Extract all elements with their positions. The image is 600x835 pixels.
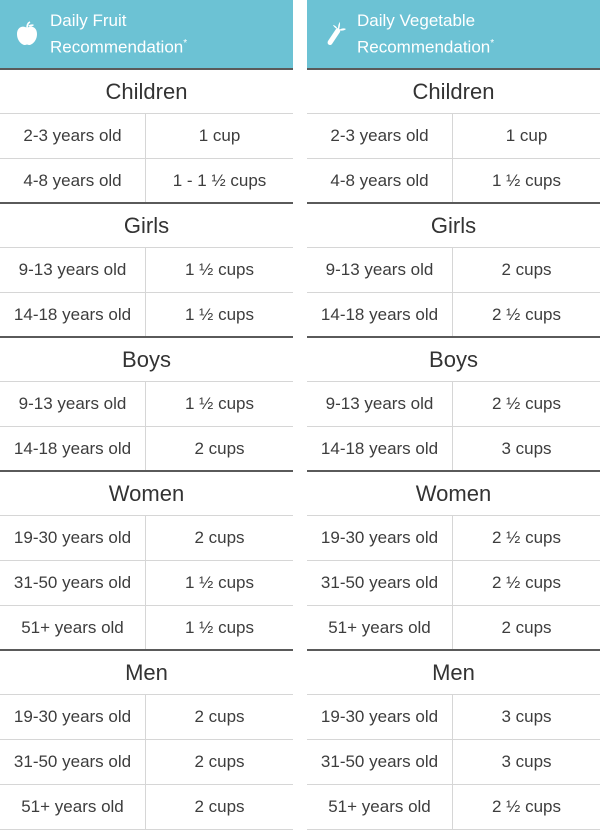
fruit-title-line2: Recommendation	[50, 37, 184, 57]
age-cell: 9-13 years old	[0, 382, 146, 426]
table-row: 2-3 years old 1 cup	[0, 114, 293, 159]
fruit-table: Children 2-3 years old 1 cup 4-8 years old 1…	[0, 70, 293, 830]
table-row: 19-30 years old 2 ½ cups	[307, 516, 600, 561]
age-cell: 14-18 years old	[0, 293, 146, 336]
age-cell: 31-50 years old	[307, 740, 453, 784]
age-cell: 19-30 years old	[0, 695, 146, 739]
age-cell: 9-13 years old	[307, 248, 453, 292]
age-cell: 14-18 years old	[307, 427, 453, 470]
table-row: 31-50 years old 2 cups	[0, 740, 293, 785]
vegetable-asterisk: *	[490, 38, 495, 50]
age-cell: 9-13 years old	[0, 248, 146, 292]
age-cell: 19-30 years old	[307, 516, 453, 560]
table-row: 4-8 years old 1 ½ cups	[307, 159, 600, 204]
fruit-title: Daily Fruit Recommendation*	[50, 9, 187, 59]
amount-cell: 1 ½ cups	[185, 260, 254, 279]
table-row: 19-30 years old 3 cups	[307, 695, 600, 740]
amount-cell: 2 cups	[501, 260, 552, 279]
amount-cell: 2 cups	[194, 438, 245, 458]
age-cell: 51+ years old	[307, 606, 453, 649]
fruit-column: Daily Fruit Recommendation* Children 2-3 …	[0, 0, 293, 835]
amount-cell: 1 ½ cups	[185, 394, 254, 413]
age-cell: 14-18 years old	[307, 293, 453, 336]
table-row: 9-13 years old 2 cups	[307, 248, 600, 293]
fruit-header: Daily Fruit Recommendation*	[0, 0, 293, 70]
age-cell: 4-8 years old	[0, 159, 146, 202]
age-cell: 51+ years old	[0, 606, 146, 649]
section-title: Boys	[307, 338, 600, 382]
age-cell: 4-8 years old	[307, 159, 453, 202]
amount-cell: 1 ½ cups	[492, 170, 561, 190]
table-row: 9-13 years old 2 ½ cups	[307, 382, 600, 427]
amount-cell: 1 ½ cups	[185, 617, 254, 637]
amount-cell: 1 cup	[198, 126, 241, 145]
table-row: 9-13 years old 1 ½ cups	[0, 248, 293, 293]
age-cell: 19-30 years old	[0, 516, 146, 560]
age-cell: 2-3 years old	[307, 114, 453, 158]
table-row: 19-30 years old 2 cups	[0, 695, 293, 740]
section-title: Women	[307, 472, 600, 516]
age-cell: 51+ years old	[307, 785, 453, 829]
vegetable-title-line1: Daily Vegetable	[357, 11, 476, 31]
age-cell: 51+ years old	[0, 785, 146, 829]
section-title: Girls	[0, 204, 293, 248]
amount-cell: 2 cups	[194, 707, 245, 726]
table-row: 2-3 years old 1 cup	[307, 114, 600, 159]
table-row: 9-13 years old 1 ½ cups	[0, 382, 293, 427]
age-cell: 31-50 years old	[307, 561, 453, 605]
age-cell: 19-30 years old	[307, 695, 453, 739]
table-row: 31-50 years old 1 ½ cups	[0, 561, 293, 606]
section-title: Girls	[307, 204, 600, 248]
amount-cell: 3 cups	[501, 752, 552, 771]
amount-cell: 1 ½ cups	[185, 304, 254, 324]
table-row: 14-18 years old 2 cups	[0, 427, 293, 472]
apple-icon	[17, 21, 37, 45]
vegetable-title-line2: Recommendation	[357, 37, 491, 57]
table-row: 14-18 years old 3 cups	[307, 427, 600, 472]
vegetable-title: Daily Vegetable Recommendation*	[357, 9, 494, 59]
amount-cell: 1 cup	[505, 126, 548, 145]
amount-cell: 2 cups	[194, 752, 245, 771]
table-row: 51+ years old 1 ½ cups	[0, 606, 293, 651]
vegetable-table: Children 2-3 years old 1 cup 4-8 years old 1…	[307, 70, 600, 830]
age-cell: 31-50 years old	[0, 561, 146, 605]
table-row: 31-50 years old 3 cups	[307, 740, 600, 785]
section-title: Children	[0, 70, 293, 114]
amount-cell: 2 cups	[194, 797, 245, 816]
amount-cell: 1 ½ cups	[185, 573, 254, 592]
table-row: 19-30 years old 2 cups	[0, 516, 293, 561]
amount-cell: 2 ½ cups	[492, 797, 561, 816]
vegetable-column: Daily Vegetable Recommendation* Children…	[307, 0, 600, 835]
table-row: 14-18 years old 1 ½ cups	[0, 293, 293, 338]
amount-cell: 2 ½ cups	[492, 528, 561, 547]
table-row: 51+ years old 2 cups	[0, 785, 293, 830]
amount-cell: 2 cups	[194, 528, 245, 547]
amount-cell: 2 cups	[501, 617, 552, 637]
amount-cell: 3 cups	[501, 707, 552, 726]
table-row: 14-18 years old 2 ½ cups	[307, 293, 600, 338]
section-title: Men	[0, 651, 293, 695]
fruit-asterisk: *	[183, 38, 188, 50]
age-cell: 14-18 years old	[0, 427, 146, 470]
table-row: 4-8 years old 1 - 1 ½ cups	[0, 159, 293, 204]
amount-cell: 2 ½ cups	[492, 573, 561, 592]
table-row: 51+ years old 2 cups	[307, 606, 600, 651]
section-title: Children	[307, 70, 600, 114]
vegetable-header: Daily Vegetable Recommendation*	[307, 0, 600, 70]
amount-cell: 2 ½ cups	[492, 394, 561, 413]
amount-cell: 3 cups	[501, 438, 552, 458]
fruit-title-line1: Daily Fruit	[50, 11, 127, 31]
section-title: Boys	[0, 338, 293, 382]
amount-cell: 1 - 1 ½ cups	[172, 170, 267, 190]
carrot-icon	[327, 22, 346, 45]
table-row: 31-50 years old 2 ½ cups	[307, 561, 600, 606]
amount-cell: 2 ½ cups	[492, 304, 561, 324]
age-cell: 9-13 years old	[307, 382, 453, 426]
age-cell: 2-3 years old	[0, 114, 146, 158]
section-title: Women	[0, 472, 293, 516]
section-title: Men	[307, 651, 600, 695]
age-cell: 31-50 years old	[0, 740, 146, 784]
table-row: 51+ years old 2 ½ cups	[307, 785, 600, 830]
